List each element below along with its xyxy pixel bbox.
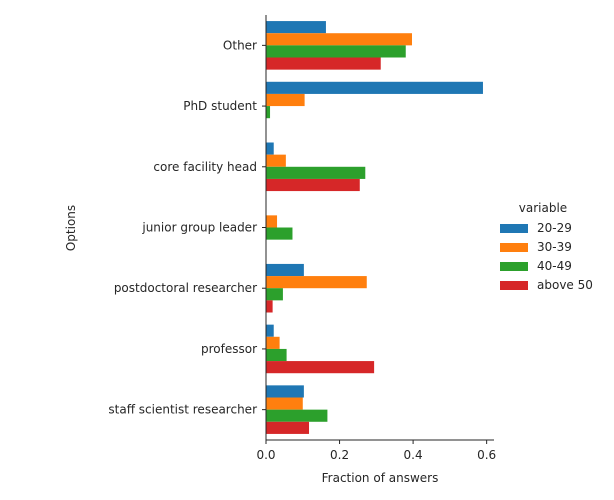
legend: variable 20-29 30-39 40-49 above 50 [500,201,593,292]
bar [266,263,304,277]
bar [266,336,280,349]
y-tick-label: junior group leader [141,221,257,235]
legend-swatch [500,262,528,271]
x-axis-label: Fraction of answers [322,471,439,485]
y-tick-label: postdoctoral researcher [114,281,257,295]
bar [266,166,366,179]
bar [266,142,274,155]
bar [266,178,360,192]
legend-swatch [500,243,528,252]
y-tick-label: Other [223,38,257,52]
bar [266,154,286,167]
legend-label: 30-39 [537,240,572,254]
bar [266,93,305,107]
legend-label: above 50 [537,278,593,292]
bar [266,21,326,34]
legend-label: 20-29 [537,221,572,235]
bar [266,81,483,94]
bar [266,409,328,422]
bar [266,421,310,434]
bar [266,288,283,301]
bar [266,361,375,374]
bar [266,276,367,289]
y-tick-label: PhD student [183,99,257,113]
bar [266,385,304,398]
bar [266,324,274,337]
x-tick-label: 0.0 [256,448,275,462]
bars-group [266,21,483,434]
bar [266,300,273,313]
legend-swatch [500,281,528,290]
y-axis-label: Options [64,205,78,251]
bar [266,45,406,58]
bar [266,397,303,410]
bar [266,57,381,70]
bar [266,33,412,46]
y-tick-label: staff scientist researcher [108,403,257,417]
bar [266,348,287,362]
legend-title: variable [519,201,567,215]
legend-label: 40-49 [537,259,572,273]
legend-swatch [500,224,528,233]
x-axis-ticks: 0.0 0.2 0.4 0.6 [256,440,496,462]
y-tick-label: core facility head [153,160,257,174]
x-tick-label: 0.6 [477,448,496,462]
x-tick-label: 0.2 [330,448,349,462]
bar [266,227,293,240]
bar [266,106,271,119]
y-axis-ticks: Other PhD student core facility head junior… [108,38,266,417]
bar [266,215,278,228]
y-tick-label: professor [201,342,257,356]
x-tick-label: 0.4 [404,448,423,462]
